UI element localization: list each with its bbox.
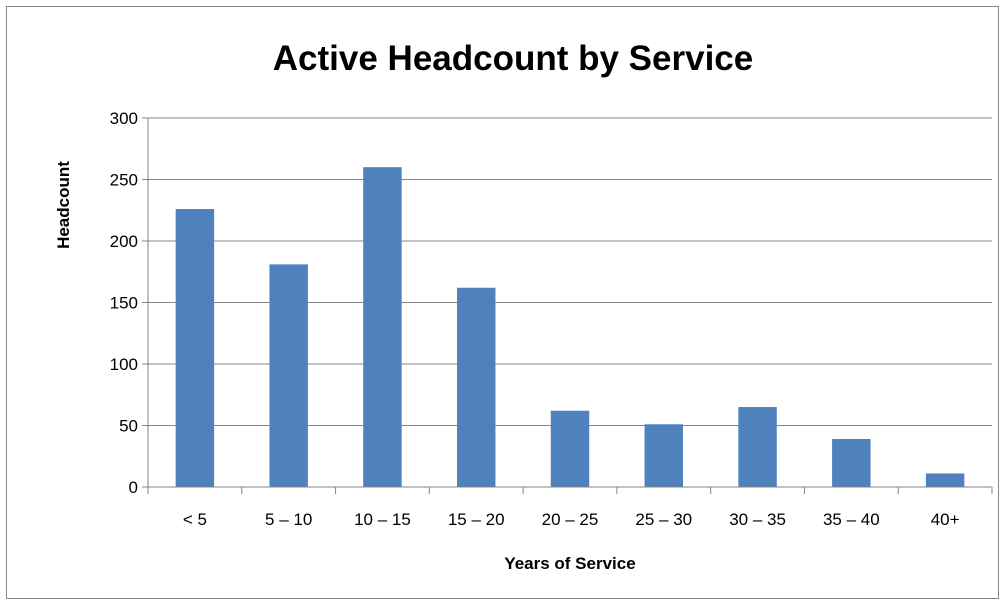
y-tick-label: 0 xyxy=(129,478,138,497)
chart-title: Active Headcount by Service xyxy=(273,39,753,78)
y-tick-label: 150 xyxy=(110,294,138,313)
chart-frame: Active Headcount by Service 0 50 100 150 200… xyxy=(6,6,999,599)
bar xyxy=(456,287,496,487)
bar xyxy=(550,410,590,487)
bar xyxy=(925,473,965,487)
x-tick-label: 10 – 15 xyxy=(354,510,411,529)
bar xyxy=(269,264,308,487)
bar xyxy=(363,167,402,487)
y-tick-label: 200 xyxy=(110,232,138,251)
bar xyxy=(644,424,684,487)
bar xyxy=(738,407,777,487)
x-tick-label: 5 – 10 xyxy=(265,510,312,529)
bar-chart: Active Headcount by Service 0 50 100 150 200… xyxy=(54,39,993,573)
x-axis-title: Years of Service xyxy=(504,554,635,573)
x-tick-label: 30 – 35 xyxy=(729,510,786,529)
y-tick-label: 300 xyxy=(110,109,138,128)
y-axis-title: Headcount xyxy=(54,161,73,249)
bar xyxy=(832,439,871,487)
y-tick-label: 250 xyxy=(110,171,138,190)
bars xyxy=(175,167,965,487)
x-tick-label: 35 – 40 xyxy=(823,510,880,529)
x-tick-label: < 5 xyxy=(183,510,207,529)
tick-labels: 0 50 100 150 200 250 300 < 5 5 – 10 10 – 15 15 – 2… xyxy=(110,109,960,529)
axes xyxy=(142,117,993,494)
x-tick-label: 15 – 20 xyxy=(448,510,505,529)
x-tick-label: 20 – 25 xyxy=(542,510,599,529)
x-tick-label: 40+ xyxy=(931,510,960,529)
y-tick-label: 100 xyxy=(110,355,138,374)
bar xyxy=(175,209,215,487)
x-tick-label: 25 – 30 xyxy=(635,510,692,529)
y-tick-label: 50 xyxy=(119,417,138,436)
